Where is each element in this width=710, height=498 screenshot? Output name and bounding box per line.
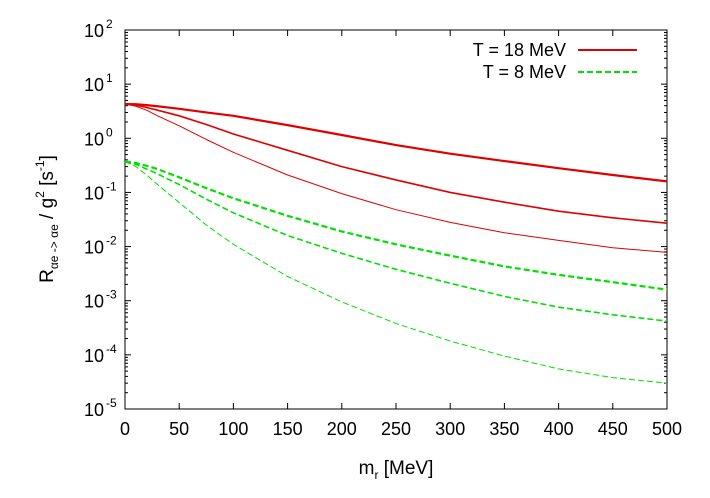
legend-label: T = 8 MeV <box>483 62 566 82</box>
series-line <box>124 161 668 384</box>
y-tick-label: 10 <box>84 75 104 95</box>
series-line <box>124 102 668 183</box>
x-axis-label: mr [MeV] <box>359 458 434 482</box>
y-tick-exponent: -1 <box>106 179 117 193</box>
y-tick-exponent: 0 <box>106 125 113 139</box>
x-tick-label: 150 <box>273 419 303 439</box>
y-tick-label: 10 <box>84 183 104 203</box>
y-tick-label: 10 <box>84 129 104 149</box>
x-tick-label: 200 <box>327 419 357 439</box>
y-axis-label: Rαe -> αe / g2 [s-1] <box>33 155 61 283</box>
plot-frame <box>124 29 668 410</box>
x-tick-label: 250 <box>381 419 411 439</box>
y-tick-label: 10 <box>84 238 104 258</box>
series-line <box>124 160 668 322</box>
ticks: 0 50 100 150 200 250 300 350 400 450 50010-510-410… <box>84 17 682 439</box>
x-tick-label: 350 <box>489 419 519 439</box>
y-tick-label: 10 <box>84 346 104 366</box>
x-tick-label: 0 <box>120 419 130 439</box>
y-tick-exponent: 1 <box>106 71 113 85</box>
y-tick-exponent: -2 <box>106 234 117 248</box>
series-line <box>124 160 668 291</box>
y-tick-exponent: -5 <box>106 396 117 410</box>
x-tick-label: 100 <box>218 419 248 439</box>
x-tick-label: 500 <box>652 419 682 439</box>
y-tick-label: 10 <box>84 292 104 312</box>
legend-label: T = 18 MeV <box>473 40 566 60</box>
y-tick-label: 10 <box>84 21 104 41</box>
series-line <box>124 103 668 253</box>
y-tick-exponent: -4 <box>106 342 117 356</box>
x-tick-label: 50 <box>169 419 189 439</box>
x-tick-label: 400 <box>544 419 574 439</box>
y-tick-exponent: 2 <box>106 17 113 31</box>
series-layer <box>124 102 668 384</box>
x-tick-label: 300 <box>435 419 465 439</box>
y-tick-label: 10 <box>84 400 104 420</box>
y-tick-exponent: -3 <box>106 288 117 302</box>
series-line <box>124 103 668 225</box>
x-tick-label: 450 <box>598 419 628 439</box>
